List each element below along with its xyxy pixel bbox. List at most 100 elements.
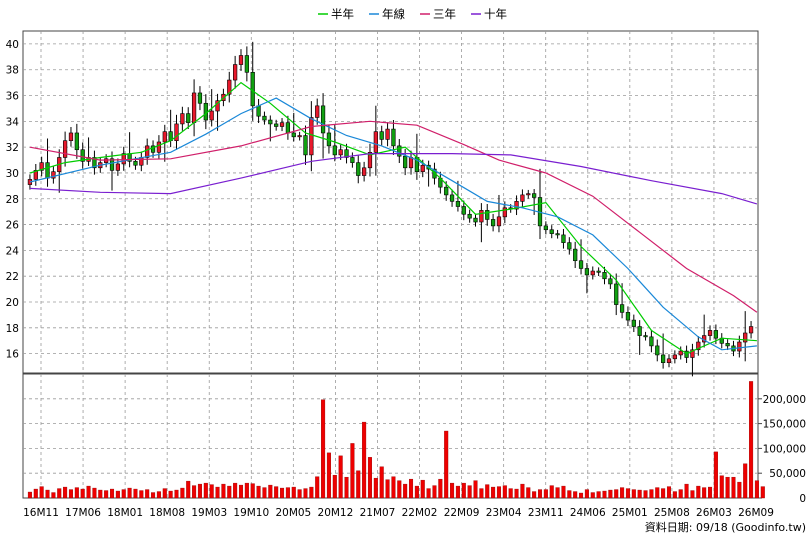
date-tick-label: 21M07: [360, 507, 396, 519]
price-tick-label: 30: [6, 168, 19, 180]
volume-bar: [139, 490, 144, 499]
candle-up: [62, 140, 68, 158]
volume-bar: [104, 490, 109, 499]
candle-up: [233, 64, 238, 81]
candle: [350, 152, 355, 168]
volume-bar: [631, 489, 636, 499]
volume-bar: [543, 489, 548, 499]
candle-down: [186, 113, 191, 123]
candle: [555, 229, 560, 239]
volume-bar: [215, 486, 220, 499]
candle: [485, 204, 490, 226]
volume-bar: [309, 486, 314, 499]
candle-down: [397, 145, 402, 157]
candle: [373, 105, 378, 176]
candle: [297, 131, 302, 141]
candle-down: [543, 225, 548, 231]
candle: [215, 93, 220, 131]
candle: [467, 209, 472, 223]
candle-down: [649, 336, 654, 347]
candle-down: [344, 149, 349, 158]
candle-up: [748, 326, 754, 334]
volume-bar: [315, 476, 320, 499]
date-tick-label: 26M03: [696, 507, 732, 519]
volume-tick-label: 0: [799, 493, 806, 505]
candle-up: [215, 100, 220, 112]
legend-item: 十年: [471, 7, 507, 21]
candle: [543, 221, 548, 235]
candle-down: [485, 210, 490, 220]
footer-source-label: 資料日期: 09/18 (Goodinfo.tw): [645, 520, 806, 534]
candle-down: [467, 213, 472, 219]
candle-down: [203, 102, 208, 121]
volume-bar: [684, 483, 689, 499]
candle-up: [361, 167, 367, 176]
candle-down: [578, 260, 584, 269]
candle-up: [104, 158, 109, 163]
candle: [379, 125, 384, 146]
volume-bar: [614, 489, 619, 499]
volume-bar: [385, 479, 390, 499]
candle-down: [268, 119, 273, 125]
volume-bar: [573, 491, 578, 499]
date-tick-label: 19M10: [233, 507, 269, 519]
volume-bar: [403, 483, 408, 499]
candle: [109, 151, 115, 191]
candle-down: [274, 123, 279, 127]
candle-up: [696, 341, 701, 351]
volume-bar: [708, 486, 713, 499]
volume-bar: [702, 487, 707, 499]
volume-bar: [51, 492, 56, 499]
legend-label: 十年: [484, 7, 507, 21]
candle: [573, 241, 578, 269]
volume-bar: [344, 476, 349, 499]
volume-bar: [338, 455, 343, 499]
candle-up: [145, 145, 150, 158]
candle-down: [655, 345, 660, 356]
volume-bar: [262, 487, 267, 499]
price-gridlines: [23, 31, 758, 373]
candle-down: [45, 162, 50, 179]
candle-down: [455, 201, 461, 207]
volume-bar: [127, 487, 132, 499]
candle-up: [33, 170, 38, 180]
volume-bar: [268, 484, 273, 499]
volume-bar: [80, 488, 85, 499]
candle-down: [350, 157, 355, 163]
volume-bar: [350, 443, 355, 499]
candle: [39, 156, 44, 177]
legend-label: 三年: [433, 7, 456, 21]
candle-up: [68, 132, 74, 141]
volume-bar: [432, 485, 437, 499]
candle-down: [637, 326, 642, 336]
date-tick-label: 19M03: [191, 507, 227, 519]
candle: [68, 127, 74, 147]
candle: [743, 311, 748, 362]
volume-bar: [409, 478, 414, 499]
volume-bar: [725, 476, 730, 499]
candle-up: [309, 117, 314, 156]
volume-panel-frame: [22, 373, 759, 499]
candle: [291, 112, 296, 142]
volume-bar: [109, 488, 115, 499]
volume-bar: [303, 488, 308, 499]
candle: [696, 336, 701, 356]
candle: [268, 115, 273, 142]
volume-bar: [197, 483, 202, 499]
candle-down: [444, 186, 449, 196]
candle-up: [514, 201, 519, 210]
candle: [244, 46, 249, 82]
volume-bar: [690, 490, 695, 499]
legend-label: 半年: [331, 7, 354, 21]
volume-bar: [115, 490, 120, 499]
volume-bar: [450, 482, 455, 499]
candle-down: [619, 304, 625, 313]
candle-down: [356, 162, 361, 176]
price-tick-label: 38: [6, 65, 19, 77]
volume-tick-label: 150,000: [763, 419, 806, 431]
candle: [672, 350, 677, 364]
candle-up: [678, 350, 683, 356]
volume-bar: [561, 485, 566, 499]
price-tick-label: 26: [6, 220, 20, 232]
candle: [391, 119, 396, 155]
